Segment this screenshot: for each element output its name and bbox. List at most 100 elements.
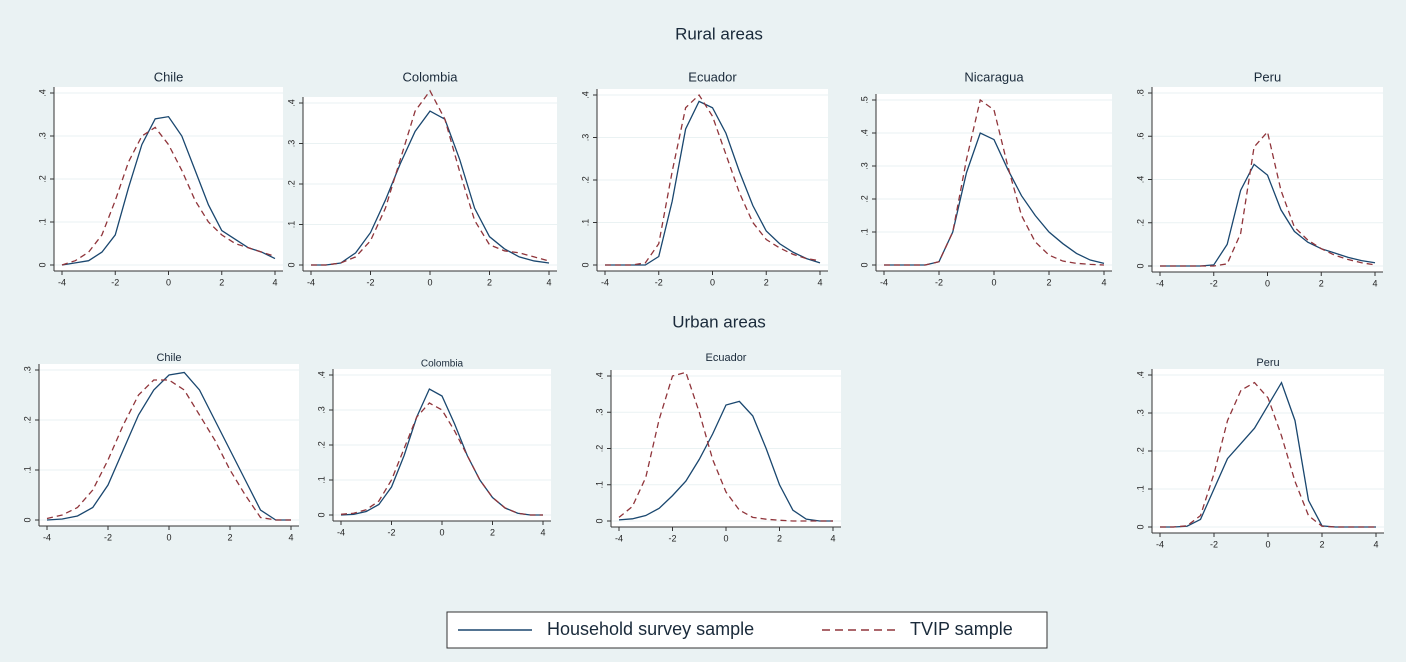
panel-title: Nicaragua [964,69,1024,84]
y-tick-label: .3 [37,132,47,140]
x-tick-label: -2 [366,277,374,287]
legend-label: Household survey sample [547,619,754,639]
y-tick-label: .2 [1135,447,1145,455]
y-tick-label: .3 [859,162,869,170]
density-line [1160,130,1376,267]
y-tick-label: .1 [37,218,47,226]
y-tick-label: .2 [859,195,869,203]
x-tick-label: 0 [991,277,996,287]
x-tick-label: -4 [615,533,623,543]
density-line [605,93,821,266]
panel-title: Peru [1254,69,1281,84]
x-tick-label: -2 [668,533,676,543]
density-line [618,400,833,522]
x-tick-label: 4 [1101,277,1106,287]
section-title: Rural areas [675,24,763,43]
plot-area [876,94,1112,271]
panel-title: Colombia [403,69,459,84]
y-tick-label: 0 [1135,263,1145,268]
y-tick-label: .3 [22,366,32,374]
x-tick-label: 2 [227,532,232,542]
x-tick-label: -2 [111,277,119,287]
y-tick-label: 0 [580,262,590,267]
panel-title: Ecuador [706,352,747,364]
x-tick-label: -4 [58,277,66,287]
x-tick-label: 4 [830,533,835,543]
x-tick-label: -2 [655,277,663,287]
x-tick-label: 2 [490,527,495,537]
y-tick-label: 0 [859,262,869,267]
density-line [618,371,833,522]
panel-title: Chile [154,69,184,84]
y-tick-label: .4 [594,372,604,380]
x-tick-label: 2 [1319,278,1324,288]
panel-title: Colombia [421,359,464,370]
x-tick-label: 0 [1265,539,1270,549]
y-tick-label: .1 [22,466,32,474]
y-tick-label: .3 [580,134,590,142]
y-tick-label: .3 [1135,409,1145,417]
y-tick-label: .4 [1135,371,1145,379]
x-tick-label: 4 [1372,278,1377,288]
density-line [61,115,276,266]
density-line [1160,381,1376,528]
y-tick-label: 0 [37,262,47,267]
x-tick-label: 0 [723,533,728,543]
y-tick-label: .1 [316,476,326,484]
x-tick-label: 2 [1319,539,1324,549]
panel-title: Ecuador [688,69,737,84]
y-tick-label: .2 [286,180,296,188]
x-tick-label: 0 [1265,278,1270,288]
x-tick-label: 4 [817,277,822,287]
x-tick-label: 2 [764,277,769,287]
y-tick-label: .4 [316,371,326,379]
x-tick-label: 0 [710,277,715,287]
x-tick-label: 2 [1046,277,1051,287]
legend-label: TVIP sample [910,619,1013,639]
x-tick-label: -2 [935,277,943,287]
y-tick-label: 0 [316,512,326,517]
y-tick-label: .2 [22,416,32,424]
y-tick-label: .1 [859,228,869,236]
y-tick-label: .3 [316,406,326,414]
x-tick-label: 4 [540,527,545,537]
y-tick-label: .2 [594,445,604,453]
y-tick-label: .2 [37,175,47,183]
y-tick-label: .1 [1135,485,1145,493]
x-tick-label: -4 [880,277,888,287]
x-tick-label: -2 [1210,278,1218,288]
x-tick-label: 0 [166,277,171,287]
x-tick-label: 2 [487,277,492,287]
x-tick-label: 4 [546,277,551,287]
y-tick-label: .1 [286,221,296,229]
y-tick-label: .1 [580,219,590,227]
plot-area [39,364,299,526]
x-tick-label: -2 [1210,539,1218,549]
panel-title: Peru [1256,357,1279,369]
density-line [46,371,291,521]
y-tick-label: .5 [859,96,869,104]
y-tick-label: .6 [1135,132,1145,140]
density-line [605,100,821,266]
y-tick-label: .4 [580,91,590,99]
x-tick-label: -4 [43,532,51,542]
x-tick-label: -4 [1156,278,1164,288]
y-tick-label: .2 [580,176,590,184]
legend [446,611,1048,649]
x-tick-label: -2 [104,532,112,542]
x-tick-label: -4 [1156,539,1164,549]
y-tick-label: 0 [1135,524,1145,529]
x-tick-label: 2 [777,533,782,543]
x-tick-label: 0 [427,277,432,287]
y-tick-label: .4 [37,89,47,97]
density-line [340,388,543,516]
x-tick-label: -4 [601,277,609,287]
y-tick-label: .3 [594,408,604,416]
x-tick-label: -4 [307,277,315,287]
x-tick-label: 4 [288,532,293,542]
y-tick-label: .4 [859,129,869,137]
y-tick-label: .2 [1135,219,1145,227]
section-title: Urban areas [672,312,766,331]
y-tick-label: 0 [594,518,604,523]
